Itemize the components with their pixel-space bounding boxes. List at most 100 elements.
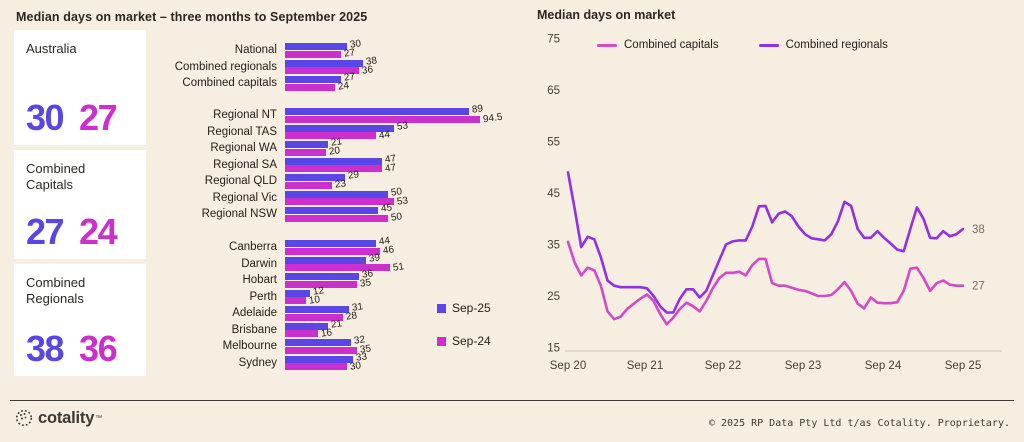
summary-cards: Australia 30 27 Combined Capitals 27 24 …: [14, 30, 146, 381]
card-label: Combined Regionals: [26, 275, 86, 307]
legend-item-sep25: Sep-25: [437, 301, 491, 315]
bar-sep25: [285, 43, 347, 50]
bar-category-label: Regional QLD: [204, 175, 277, 188]
line-chart-title: Median days on market: [537, 8, 676, 22]
legend-label: Sep-24: [452, 334, 491, 348]
trademark-symbol: ™: [95, 414, 103, 422]
line-chart-legend: Combined capitals Combined regionals: [597, 39, 888, 51]
bar-sep24: [285, 132, 376, 139]
bar-value-sep24: 30: [349, 360, 362, 373]
bar-category-label: Regional NSW: [201, 208, 277, 221]
bar-sep24: [285, 280, 358, 288]
bar-chart-legend: Sep-25 Sep-24: [437, 301, 491, 367]
page-title: Median days on market – three months to …: [16, 10, 368, 24]
card-values: 38 36: [26, 331, 134, 367]
bar-chart: National 30 27 Combined regionals 38 36 Combin…: [160, 0, 640, 400]
bar-sep24: [285, 181, 333, 189]
bar-value-sep25: 29: [347, 169, 360, 182]
bar-row: Regional TAS 53 44: [160, 120, 630, 141]
regionals-line: [566, 171, 965, 314]
brand-logo: cotality ™: [14, 408, 102, 428]
card-value-sep25: 38: [26, 328, 65, 369]
footer-divider: [10, 400, 1014, 401]
bar-sep25: [285, 108, 469, 115]
card-value-sep25: 27: [26, 211, 65, 252]
bar-sep24: [285, 264, 391, 272]
regionals-line-swatch-icon: [758, 43, 779, 47]
bar-category-label: Hobart: [242, 274, 277, 287]
line-chart-svg: 75 65 55 45 35 25 15 Sep 20 Sep 21 Sep 22 Sep 23 Se…: [547, 34, 1002, 372]
legend-label: Combined capitals: [624, 39, 719, 51]
bar-category-label: Brisbane: [231, 323, 277, 336]
bar-row: Combined regionals 38 36: [160, 55, 630, 76]
legend-item-sep24: Sep-24: [437, 334, 491, 348]
bar-row: Regional WA 21 20: [160, 136, 630, 157]
bar-sep24: [285, 67, 360, 74]
legend-item-combined-regionals: Combined regionals: [758, 39, 888, 51]
legend-label: Combined regionals: [785, 39, 888, 51]
bar-row: Brisbane 21 16: [160, 318, 630, 339]
card-values: 30 27: [26, 100, 134, 136]
legend-label: Sep-25: [452, 301, 491, 315]
x-axis-tick-label: Sep 20: [550, 360, 586, 372]
bar-sep24: [285, 50, 341, 58]
bar-row: Adelaide 31 28: [160, 301, 630, 322]
bar-value-sep25: 39: [367, 251, 381, 265]
bar-category-label: Darwin: [241, 257, 277, 270]
cotality-globe-icon: [15, 409, 33, 427]
bar-category-label: Combined capitals: [182, 77, 277, 90]
bar-category-label: Canberra: [229, 241, 277, 253]
bar-category-label: Regional TAS: [207, 125, 277, 138]
card-label: Combined Capitals: [26, 161, 86, 193]
bar-category-label: National: [234, 44, 277, 56]
bar-sep25: [285, 240, 376, 247]
y-axis-tick-label: 15: [547, 343, 560, 355]
bar-sep24: [285, 297, 306, 305]
bar-value-sep24: 24: [336, 80, 350, 93]
bar-sep25: [285, 59, 364, 67]
bar-sep24: [285, 165, 382, 173]
bar-value-sep24: 50: [390, 211, 404, 225]
bar-category-label: Perth: [249, 290, 278, 303]
bar-sep25: [285, 124, 395, 132]
bar-value-sep25: 21: [330, 318, 344, 331]
bar-row: Hobart 36 35: [160, 268, 630, 289]
regionals-end-value-label: 38: [972, 224, 985, 236]
card-value-sep25: 30: [26, 97, 65, 138]
bar-sep25: [285, 256, 366, 264]
bar-sep25: [285, 207, 378, 215]
bar-value-sep25: 53: [396, 119, 410, 133]
bar-sep25: [285, 339, 351, 347]
bar-category-label: Regional Vic: [212, 191, 277, 204]
bar-sep25: [285, 289, 310, 297]
bar-sep25: [285, 306, 349, 314]
bar-sep24: [285, 214, 389, 222]
x-axis-tick-label: Sep 21: [627, 360, 663, 372]
card-label: Australia: [26, 41, 77, 56]
bar-category-label: Regional SA: [213, 158, 277, 171]
bar-sep24: [285, 83, 335, 91]
bar-sep25: [285, 355, 354, 363]
card-values: 27 24: [26, 214, 134, 250]
y-axis-tick-label: 35: [547, 240, 560, 252]
bar-sep25: [285, 76, 341, 84]
x-axis-tick-label: Sep 24: [865, 360, 902, 372]
card-value-sep24: 27: [79, 97, 118, 138]
bar-row: Sydney 33 30: [160, 351, 630, 373]
bar-sep24: [285, 363, 347, 371]
y-axis-tick-label: 75: [547, 34, 560, 46]
bar-category-label: Sydney: [238, 356, 277, 369]
bar-row: Darwin 39 51: [160, 252, 630, 273]
card-value-sep24: 24: [79, 211, 118, 252]
bar-sep24: [285, 313, 343, 321]
brand-name: cotality: [38, 408, 95, 427]
bar-row: Regional SA 47 47: [160, 153, 630, 174]
bar-sep25: [285, 157, 382, 165]
capitals-line-swatch-icon: [597, 43, 617, 47]
y-axis-tick-label: 45: [547, 188, 560, 200]
capitals-end-value-label: 27: [972, 281, 985, 293]
bar-category-label: Regional WA: [210, 142, 277, 155]
bar-row: Regional Vic 50 53: [160, 186, 630, 207]
bar-sep25: [285, 322, 329, 330]
